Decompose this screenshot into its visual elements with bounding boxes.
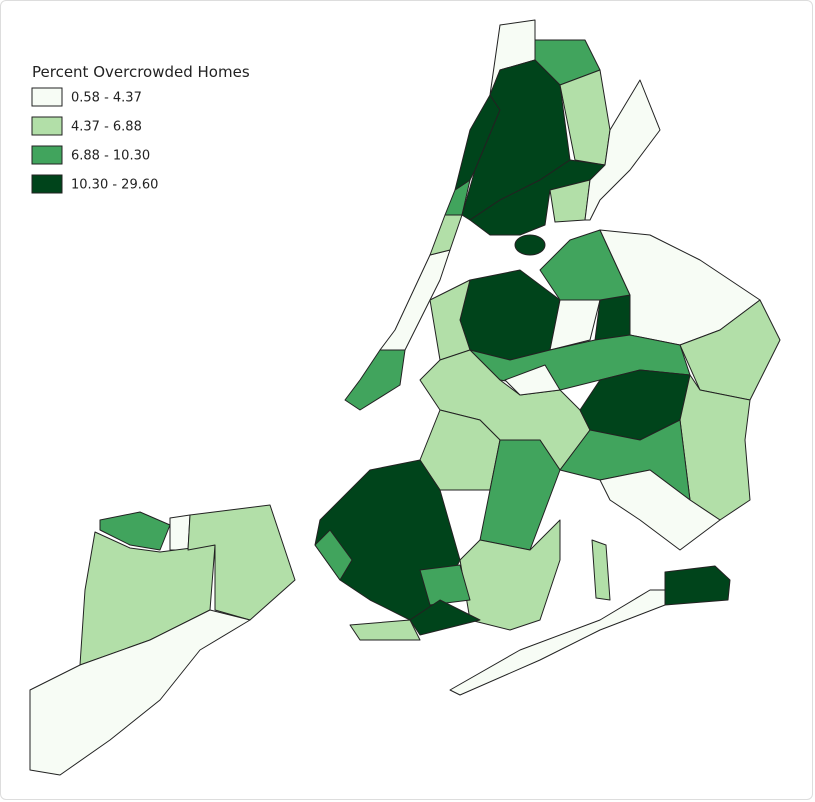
boroughs — [29, 19, 781, 776]
region — [379, 249, 451, 351]
region — [594, 294, 631, 341]
legend-label: 6.88 - 10.30 — [71, 149, 150, 164]
region — [169, 514, 191, 551]
legend-swatch — [31, 87, 63, 107]
region — [349, 619, 421, 641]
region — [469, 159, 606, 236]
region — [409, 599, 481, 636]
region — [459, 269, 561, 361]
region — [429, 279, 471, 361]
region — [419, 564, 471, 606]
region — [344, 349, 406, 411]
region — [314, 529, 353, 581]
legend-label: 0.58 - 4.37 — [71, 91, 142, 106]
legend-swatch — [31, 174, 63, 194]
region — [187, 504, 296, 621]
legend-label: 10.30 - 29.60 — [71, 178, 158, 193]
region — [29, 609, 251, 776]
legend: Percent Overcrowded Homes 0.58 - 4.37 4.3… — [31, 63, 250, 194]
region — [584, 79, 661, 221]
legend-title: Percent Overcrowded Homes — [32, 63, 250, 81]
region — [664, 565, 731, 606]
legend-swatch — [31, 116, 63, 136]
region — [99, 511, 171, 551]
region — [504, 364, 561, 396]
region — [591, 539, 611, 601]
region — [599, 469, 721, 551]
region — [429, 214, 463, 256]
region — [514, 234, 546, 256]
legend-swatch — [31, 145, 63, 165]
legend-label: 4.37 - 6.88 — [71, 120, 142, 135]
